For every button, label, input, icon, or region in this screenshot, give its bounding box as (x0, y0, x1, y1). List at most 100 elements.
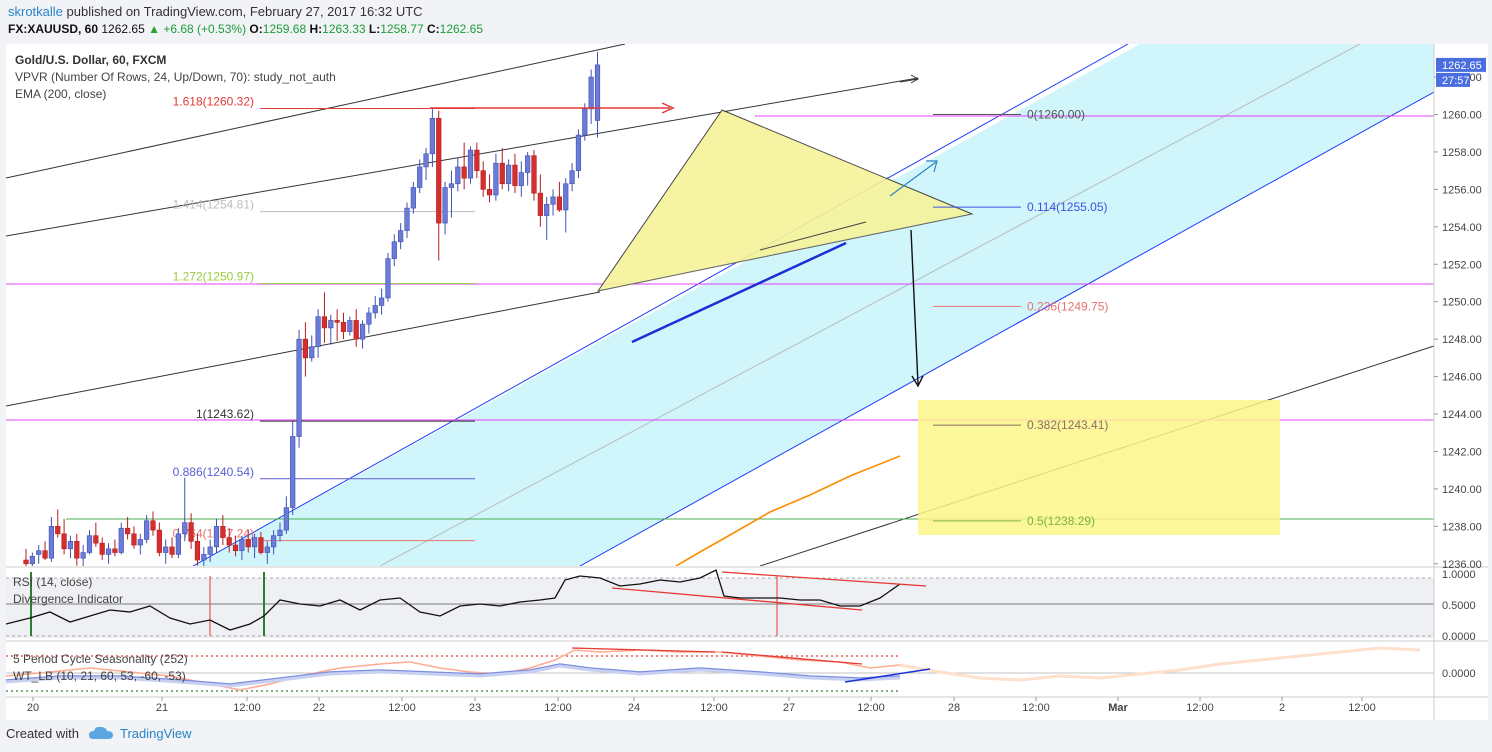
open-value: 1259.68 (262, 22, 307, 36)
candle-body (232, 544, 239, 551)
rsi-tick-label: 1.0000 (1442, 569, 1476, 581)
channel-mid-line (379, 44, 1361, 566)
candle-body (42, 550, 48, 559)
candle-body (29, 555, 35, 565)
candle-body (455, 166, 461, 185)
candle-body (283, 507, 289, 531)
open-label: O: (249, 22, 263, 36)
wt-divergence-arrow (571, 647, 716, 653)
candle-body (474, 149, 480, 171)
wt-line-2 (6, 664, 901, 688)
time-tick-label: 12:00 (233, 702, 261, 714)
high-label: H: (309, 22, 323, 36)
candle-body (467, 149, 474, 179)
fib-extension-label: 0.886(1240.54) (173, 465, 254, 479)
candle-body (61, 533, 67, 550)
projection-arrow-head (910, 74, 920, 84)
wt-bullish-arrow (844, 668, 931, 683)
rsi-legend: RSI (14, close) (13, 575, 93, 589)
candle-body (588, 76, 594, 110)
triangle-inner-line (597, 213, 973, 292)
publish-text: published on TradingView.com, February 2… (66, 4, 423, 19)
candle-body (277, 529, 283, 536)
candle-body (569, 170, 575, 185)
close-label: C: (426, 22, 440, 36)
fib-extension-label: 1.272(1250.97) (173, 270, 254, 284)
wt-tick-label: 0.0000 (1442, 668, 1476, 680)
candle-body (156, 529, 162, 553)
price-tick-label: 1256.00 (1442, 184, 1482, 196)
candle-body (404, 207, 410, 231)
candle-body (423, 153, 429, 168)
candle-body (480, 170, 486, 190)
candle-body (131, 533, 137, 546)
candle-body (48, 526, 54, 559)
candle-body (258, 537, 264, 553)
candle-body (359, 323, 366, 340)
candle-body (296, 338, 302, 437)
fib-extension-label: 1.618(1260.32) (173, 95, 254, 109)
candle-body (505, 164, 512, 185)
candle-body (169, 546, 175, 555)
candle-body (23, 559, 29, 565)
candle-body (163, 546, 169, 553)
last-price: 1262.65 (101, 22, 145, 36)
candle-body (575, 134, 582, 171)
candle-body (118, 527, 124, 553)
candle-body (105, 548, 112, 555)
candle-body (112, 548, 118, 553)
tradingview-link[interactable]: TradingView (120, 726, 192, 741)
price-tick-label: 1260.00 (1442, 110, 1482, 122)
rsi-divergence-arrow (721, 571, 927, 587)
price-tick-label: 1244.00 (1442, 409, 1482, 421)
time-tick-label: 23 (469, 702, 481, 714)
projection-arrow (899, 78, 919, 83)
candle-body (245, 539, 251, 548)
divergence-legend: Divergence Indicator (13, 592, 124, 606)
symbol-quote: FX:XAUUSD, 60 1262.65 ▲ +6.68 (+0.53%) O… (8, 22, 483, 36)
ema-line (675, 455, 901, 566)
rsi-line (6, 569, 901, 631)
candle-body (328, 320, 334, 329)
price-tick-label: 1250.00 (1442, 297, 1482, 309)
vpvr-legend: VPVR (Number Of Rows, 24, Up/Down, 70): … (15, 70, 336, 84)
candle-body (512, 164, 518, 186)
candle-body (499, 162, 505, 185)
time-tick-label: 28 (948, 702, 960, 714)
candle-body (525, 155, 531, 173)
candle-body (80, 552, 86, 559)
low-value: 1258.77 (380, 22, 424, 36)
candle-body (36, 550, 42, 555)
candle-body (372, 305, 378, 314)
candle-body (315, 316, 321, 347)
trend-line-1 (6, 44, 626, 179)
chart-title: Gold/U.S. Dollar, 60, FXCM (15, 53, 167, 67)
price-tick-label: 1238.00 (1442, 521, 1482, 533)
time-tick-label: 24 (628, 702, 640, 714)
candle-body (309, 346, 315, 359)
rsi-tick-label: 0.0000 (1442, 631, 1476, 643)
price-tick-label: 1248.00 (1442, 334, 1482, 346)
high-value: 1263.33 (322, 22, 366, 36)
candle-body (74, 541, 80, 559)
breakout-arrow (889, 161, 937, 197)
candle-body (188, 522, 194, 542)
candle-body (366, 312, 372, 325)
candle-body (207, 546, 213, 555)
price-tick-label: 1258.00 (1442, 147, 1482, 159)
candle-body (563, 183, 569, 211)
countdown-label: 27:57 (1442, 75, 1470, 87)
price-tick-label: 1240.00 (1442, 484, 1482, 496)
channel-fill (193, 44, 1434, 566)
fib-retracement-label: 0.5(1238.29) (1027, 514, 1095, 528)
close-value: 1262.65 (439, 22, 484, 36)
time-tick-label: 12:00 (1186, 702, 1214, 714)
fib-extension-label: 1.414(1254.81) (173, 198, 254, 212)
wt-divergence-arrow (721, 651, 863, 665)
candle-body (340, 321, 347, 332)
chart-header: skrotkalle published on TradingView.com,… (0, 0, 1492, 44)
author-link[interactable]: skrotkalle (8, 4, 63, 19)
fib-retracement-label: 0.114(1255.05) (1027, 200, 1108, 214)
publish-info: skrotkalle published on TradingView.com,… (8, 4, 423, 19)
